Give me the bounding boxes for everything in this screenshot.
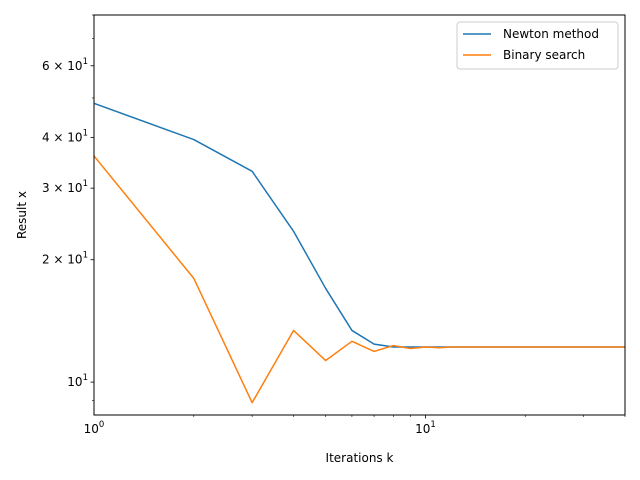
x-axis-label: Iterations k: [326, 451, 394, 465]
y-tick-label-10: 101: [67, 373, 88, 389]
legend-box: [456, 21, 619, 70]
y-tick-label-40: 4 × 101: [42, 128, 88, 144]
legend-label-binary-search: Binary search: [503, 48, 585, 62]
y-tick-label-30: 3 × 101: [42, 179, 88, 195]
y-tick-label-60: 6 × 101: [42, 57, 88, 73]
series-line-binary-search: [94, 155, 625, 404]
legend: Newton method Binary search: [456, 21, 619, 70]
plot-frame: [93, 14, 626, 416]
x-tick-label-10-0: 100: [84, 420, 105, 436]
y-axis-label-text: Result x: [15, 191, 29, 239]
x-axis-label-text: Iterations k: [326, 451, 394, 465]
y-axis-label: Result x: [15, 191, 29, 239]
y-tick-label-20: 2 × 101: [42, 251, 88, 267]
x-tick-label-10: 101: [415, 420, 436, 436]
legend-label-newton-method: Newton method: [503, 27, 599, 41]
